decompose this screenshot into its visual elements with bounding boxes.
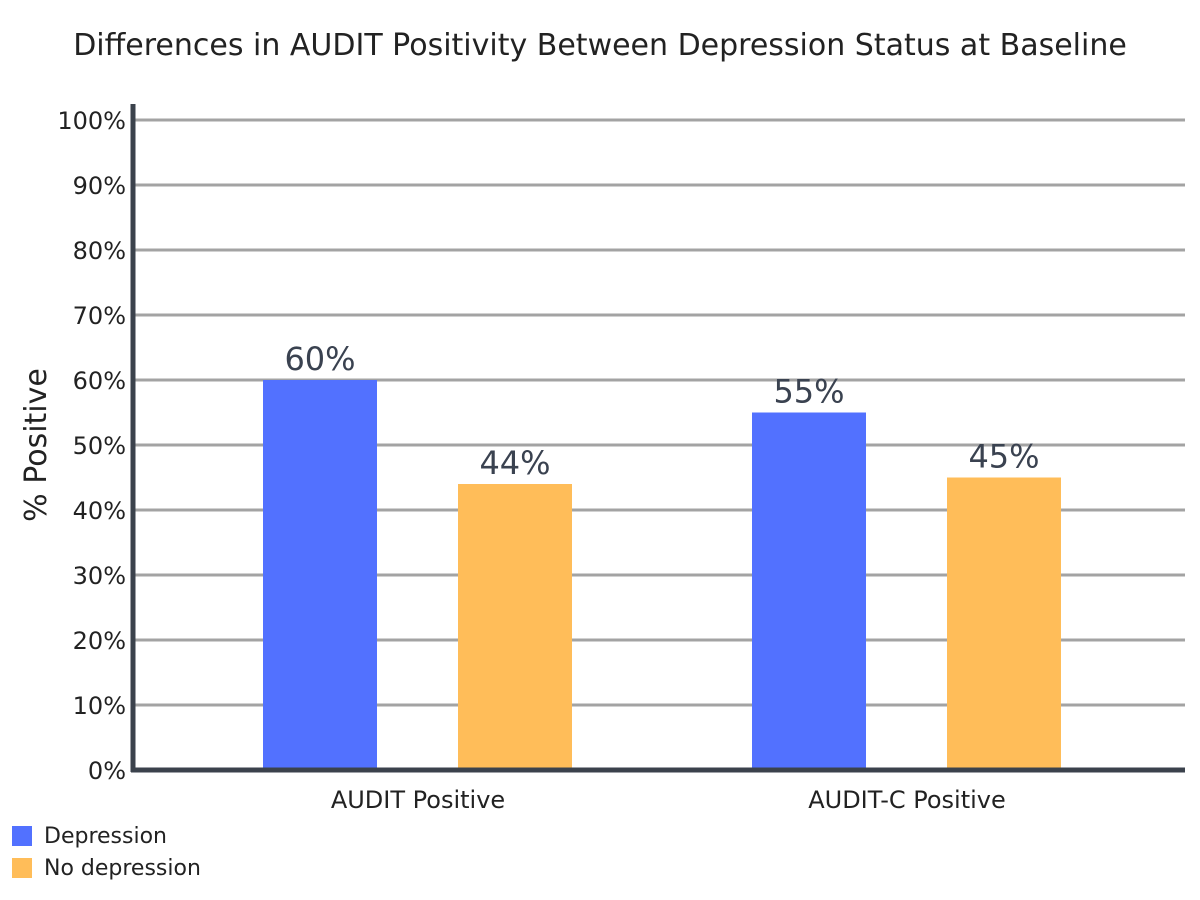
- legend-swatch-no-depression: [12, 858, 32, 878]
- y-tick-label: 100%: [57, 107, 126, 135]
- x-tick-label: AUDIT Positive: [331, 786, 505, 814]
- y-tick-label: 50%: [73, 432, 126, 460]
- y-tick-label: 30%: [73, 562, 126, 590]
- legend-swatch-depression: [12, 826, 32, 846]
- bar: [947, 477, 1061, 770]
- x-tick-label: AUDIT-C Positive: [808, 786, 1006, 814]
- data-label: 55%: [773, 373, 844, 411]
- bar: [263, 380, 377, 770]
- legend-item-depression: Depression: [12, 820, 201, 852]
- y-tick-label: 40%: [73, 497, 126, 525]
- legend: Depression No depression: [12, 820, 201, 884]
- data-label: 44%: [479, 444, 550, 482]
- y-tick-label: 10%: [73, 692, 126, 720]
- bar: [752, 412, 866, 770]
- data-label: 45%: [968, 438, 1039, 476]
- y-axis-label: % Positive: [19, 368, 54, 522]
- chart-title: Differences in AUDIT Positivity Between …: [73, 28, 1127, 63]
- y-tick-label: 80%: [73, 237, 126, 265]
- y-tick-label: 60%: [73, 367, 126, 395]
- y-tick-label: 90%: [73, 172, 126, 200]
- y-tick-label: 0%: [88, 757, 126, 785]
- y-tick-label: 20%: [73, 627, 126, 655]
- data-label: 60%: [284, 340, 355, 378]
- legend-label-depression: Depression: [44, 823, 167, 849]
- bar: [458, 484, 572, 770]
- legend-item-no-depression: No depression: [12, 852, 201, 884]
- y-tick-label: 70%: [73, 302, 126, 330]
- legend-label-no-depression: No depression: [44, 855, 201, 881]
